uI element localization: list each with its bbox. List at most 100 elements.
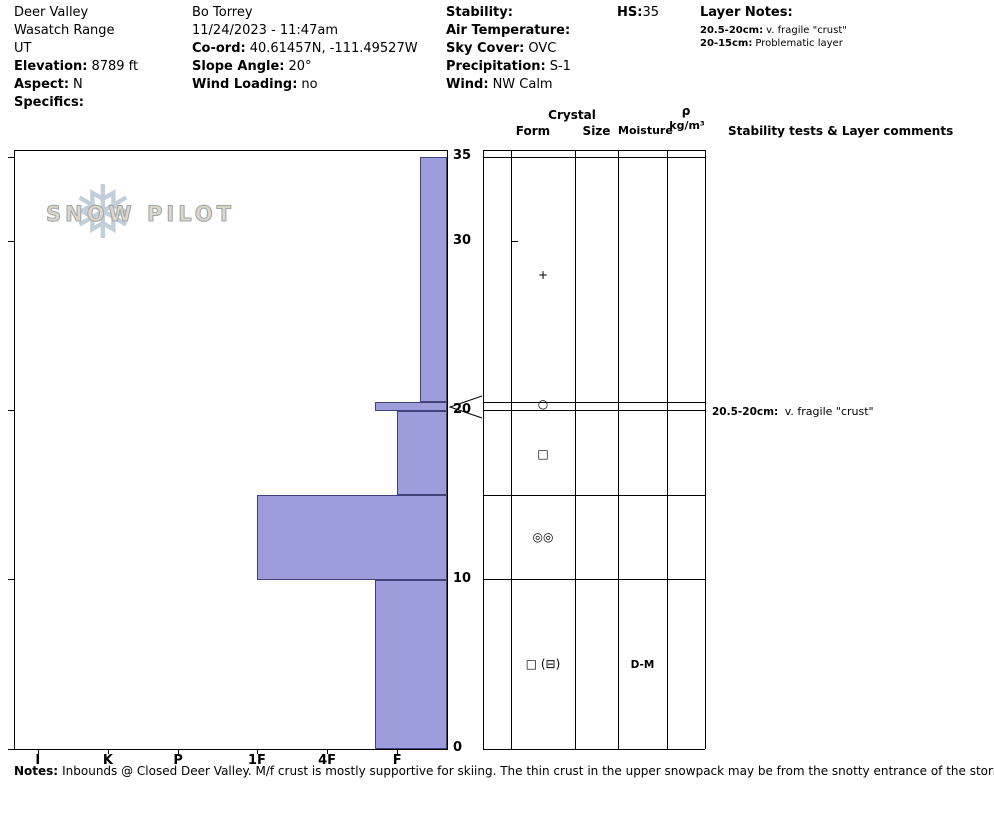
notes-text: Inbounds @ Closed Deer Valley. M/f crust… [62,764,994,778]
depth-label: 0 [453,740,463,755]
density-symbol-header: ρ [681,104,691,118]
grain-form-symbol: + [537,268,549,283]
depth-label: 20 [453,401,472,417]
sky-cover-value: OVC [528,41,557,56]
panel-layer-line [483,410,705,412]
aspect-label: Aspect: [14,77,70,92]
specifics-label: Specifics: [14,95,84,110]
hardness-label: P [173,753,183,768]
hardness-label: I [35,753,41,768]
hardness-tick [178,749,180,754]
hardness-tick [107,749,109,754]
panel-depth-tick [511,410,518,412]
stability-label: Stability: [446,5,513,20]
hardness-tick [397,749,399,754]
aspect-value: N [73,77,83,92]
snow-layer-bar [375,579,447,749]
hardness-label: 1F [247,753,266,768]
depth-tick [8,748,14,750]
coord-value: 40.61457N, -111.49527W [249,41,418,56]
panel-vline [705,150,706,749]
precipitation-label: Precipitation: [446,59,546,74]
size-header: Size [582,124,611,138]
snowflake-icon: ❅ [72,170,135,256]
precipitation-line: Precipitation: S-1 [446,58,574,76]
grain-form-symbol: ○ [537,396,549,411]
moisture-header: Moisture [618,124,673,137]
hardness-label: K [102,753,113,768]
panel-layer-line [483,156,705,158]
conditions-column: Stability: Air Temperature: Sky Cover: OV… [446,4,574,94]
site-range: Wasatch Range [14,23,115,38]
elevation-value: 8789 ft [91,59,139,74]
observer-info-column: Bo Torrey 11/24/2023 - 11:47am Co-ord: 40… [192,4,418,94]
air-temperature-line: Air Temperature: [446,22,574,40]
panel-layer-line [483,579,705,581]
layer-note-text: Problematic layer [755,38,843,49]
hs-label: HS: [617,5,643,20]
wind-loading-value: no [301,77,318,92]
grain-form-symbol: ◎◎ [532,530,554,545]
observer-name: Bo Torrey [192,5,253,20]
density-units-header: kg/m³ [669,119,705,132]
moisture-value: D-M [630,659,655,672]
hardness-label: 4F [318,753,337,768]
depth-tick [8,579,14,581]
pit-notes: Notes: Inbounds @ Closed Deer Valley. M/f… [14,764,994,778]
elevation-line: Elevation: 8789 ft [14,58,138,76]
elevation-label: Elevation: [14,59,88,74]
layer-comment-text: v. fragile "crust" [781,405,874,419]
site-state: UT [14,41,32,56]
hs-line: HS:35 [617,4,659,22]
layer-note-label: 20.5-20cm: [700,25,764,36]
wind-label: Wind: [446,77,489,92]
stability-line: Stability: [446,4,574,22]
slope-angle-label: Slope Angle: [192,59,285,74]
hardness-tick [37,749,39,754]
precipitation-value: S-1 [549,59,571,74]
site-info-column: Deer Valley Wasatch Range UT Elevation: 8… [14,4,138,112]
hs-value: 35 [642,5,659,20]
snow-layer-bar [375,402,447,411]
site-name: Deer Valley [14,5,89,20]
comments-header: Stability tests & Layer comments [728,124,954,138]
specifics-line: Specifics: [14,94,138,112]
grain-form-symbol: □ (⊟) [525,657,561,672]
layer-notes-title: Layer Notes: [700,5,793,20]
layer-note-text: v. fragile "crust" [766,25,847,36]
snow-layer-bar [420,157,447,403]
sky-cover-line: Sky Cover: OVC [446,40,574,58]
snow-layer-bar [397,410,447,496]
wind-line: Wind: NW Calm [446,76,574,94]
panel-vline [618,150,619,749]
layer-note-label: 20-15cm: [700,38,753,49]
depth-label: 30 [453,232,472,248]
panel-layer-line [483,494,705,496]
wind-value: NW Calm [492,77,553,92]
panel-vline [511,150,512,749]
form-header: Form [515,124,551,138]
panel-vline [575,150,576,749]
crystal-header: Crystal [548,108,596,122]
slope-angle-line: Slope Angle: 20° [192,58,418,76]
depth-tick [8,156,14,158]
panel-top-border [483,150,705,151]
grain-form-symbol: □ [537,447,549,462]
coord-line: Co-ord: 40.61457N, -111.49527W [192,40,418,58]
panel-vline [667,150,668,749]
sky-cover-label: Sky Cover: [446,41,525,56]
depth-tick [8,241,14,243]
aspect-line: Aspect: N [14,76,138,94]
hardness-tick [327,749,329,754]
observation-datetime: 11/24/2023 - 11:47am [192,23,338,38]
panel-depth-tick [511,579,518,581]
panel-vline [483,150,484,749]
air-temperature-label: Air Temperature: [446,23,571,38]
layer-comment: 20.5-20cm: v. fragile "crust" [712,405,874,418]
panel-depth-tick [511,241,518,243]
layer-note: 20.5-20cm: v. fragile "crust" [700,24,847,37]
wind-loading-label: Wind Loading: [192,77,298,92]
layer-notes-column: Layer Notes: 20.5-20cm: v. fragile "crust… [700,4,847,50]
thin-layer-pointer-icon [448,395,483,419]
